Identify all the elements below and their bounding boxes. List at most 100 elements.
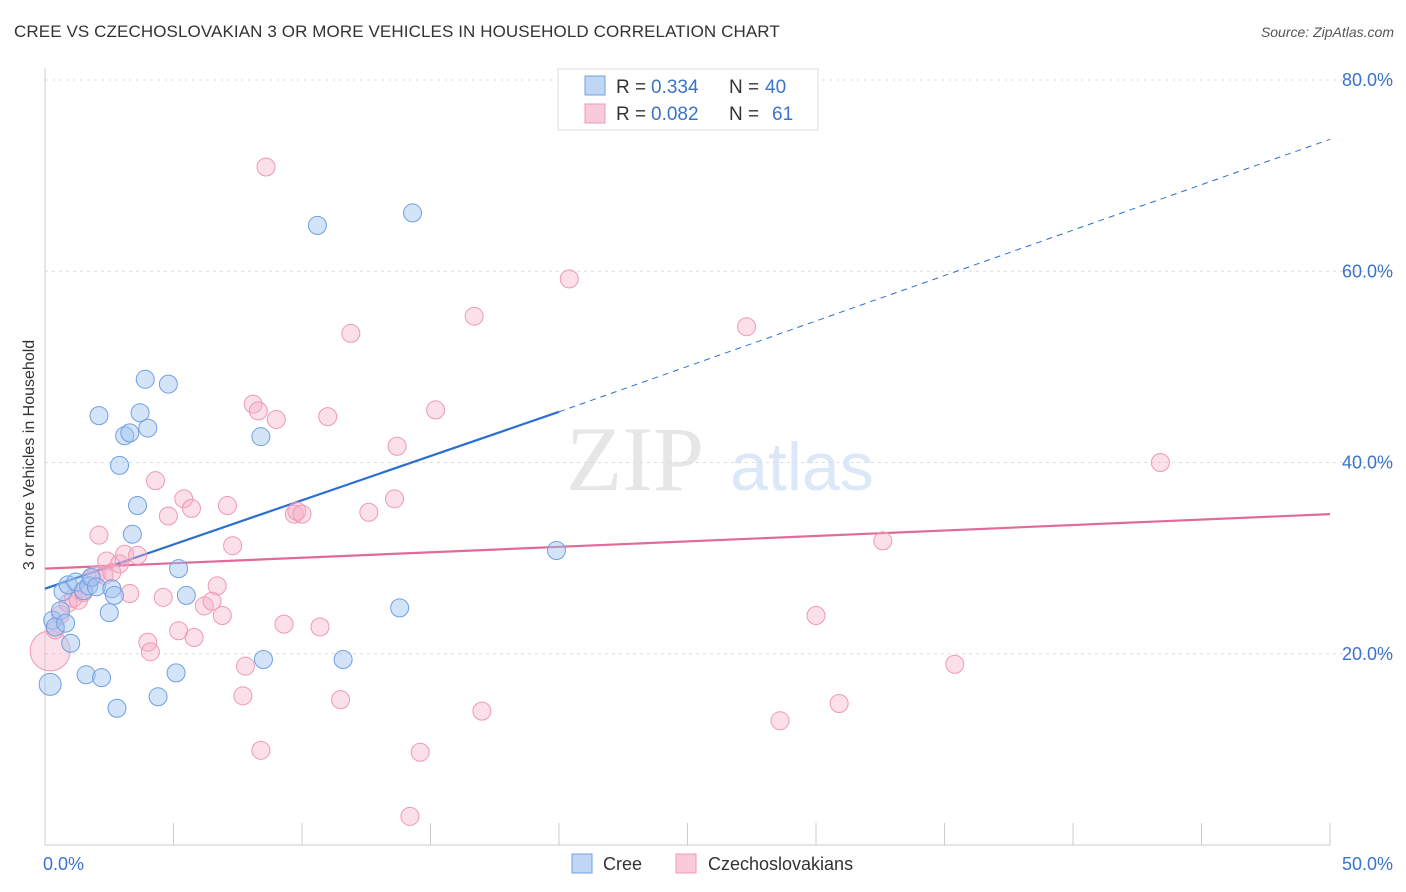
bottom-legend-swatch-cree bbox=[571, 853, 593, 874]
cree-point bbox=[148, 687, 168, 707]
cree-point bbox=[138, 418, 158, 438]
bottom-legend-label-cree: Cree bbox=[603, 854, 642, 874]
y-tick-label: 80.0% bbox=[1342, 70, 1393, 90]
cree-point bbox=[53, 582, 73, 602]
czech-point bbox=[266, 409, 286, 429]
cree-point bbox=[130, 403, 150, 423]
y-tick-label: 40.0% bbox=[1342, 453, 1393, 473]
czech-point bbox=[233, 686, 253, 706]
axes bbox=[44, 68, 1331, 846]
czech-point bbox=[331, 690, 351, 710]
czech-point bbox=[202, 591, 222, 611]
czech-point bbox=[410, 742, 430, 762]
legend-n-label-czech: N = bbox=[729, 104, 759, 125]
czech-point bbox=[29, 630, 71, 672]
cree-point bbox=[38, 672, 62, 696]
czech-point bbox=[284, 504, 304, 524]
czech-point bbox=[426, 400, 446, 420]
czech-point bbox=[737, 317, 757, 337]
czech-point bbox=[251, 740, 271, 760]
cree-point bbox=[120, 423, 140, 443]
cree-point bbox=[110, 455, 130, 475]
czech-point bbox=[770, 711, 790, 731]
legend-swatch-cree bbox=[584, 75, 606, 96]
czech-point bbox=[310, 617, 330, 637]
czech-point bbox=[212, 606, 232, 625]
cree-point bbox=[76, 665, 96, 685]
czech-point bbox=[128, 545, 148, 565]
legend-r-label-czech: R = bbox=[616, 104, 646, 125]
legend-r-value-czech: 0.082 bbox=[651, 104, 699, 125]
czech-point bbox=[559, 269, 579, 289]
czech-point bbox=[158, 506, 178, 526]
watermark-atlas: atlas bbox=[730, 429, 874, 505]
czech-point bbox=[829, 693, 849, 713]
cree-point bbox=[135, 369, 155, 389]
cree-point bbox=[99, 603, 119, 623]
cree-point bbox=[390, 598, 410, 618]
legend-r-value-cree: 0.334 bbox=[651, 77, 699, 98]
czech-point bbox=[181, 498, 201, 518]
czech-point bbox=[120, 584, 140, 604]
czech-point bbox=[359, 502, 379, 522]
czech-point bbox=[400, 806, 420, 826]
bottom-legend-label-czech: Czechoslovakians bbox=[708, 854, 853, 874]
czech-point bbox=[207, 576, 227, 596]
czech-point bbox=[140, 642, 160, 662]
cree-point bbox=[115, 426, 135, 446]
bottom-legend-swatch-czech bbox=[675, 853, 697, 874]
czech-point bbox=[806, 606, 826, 625]
cree-point bbox=[166, 663, 186, 683]
czech-point bbox=[217, 496, 237, 516]
czech-point bbox=[110, 554, 130, 574]
czech-point bbox=[292, 504, 312, 524]
trend-line-cree bbox=[44, 410, 560, 590]
czech-point bbox=[318, 407, 338, 427]
czech-point bbox=[287, 501, 307, 521]
cree-point bbox=[122, 524, 142, 544]
cree-point bbox=[81, 567, 101, 587]
czech-point bbox=[274, 614, 294, 634]
legend-r-label-cree: R = bbox=[616, 77, 646, 98]
czech-point bbox=[223, 536, 243, 556]
trend-lines bbox=[44, 138, 1331, 590]
chart-title: CREE VS CZECHOSLOVAKIAN 3 OR MORE VEHICL… bbox=[14, 22, 780, 41]
czech-point bbox=[248, 401, 268, 421]
cree-point bbox=[176, 585, 196, 605]
watermark-zip: ZIP bbox=[566, 408, 704, 510]
trend-line-czech bbox=[44, 513, 1331, 570]
trend-line-cree-extension bbox=[558, 138, 1331, 413]
x-tick-label-end: 50.0% bbox=[1342, 854, 1393, 874]
cree-point bbox=[92, 668, 112, 688]
czech-point bbox=[235, 656, 255, 676]
czech-point bbox=[256, 157, 276, 177]
czech-point bbox=[341, 323, 361, 343]
czech-point bbox=[873, 531, 893, 551]
bottom-legend: Cree Czechoslovakians bbox=[571, 853, 853, 874]
cree-point bbox=[56, 613, 76, 633]
cree-point bbox=[333, 649, 353, 669]
y-axis-title: 3 or more Vehicles in Household bbox=[21, 340, 38, 570]
cree-point bbox=[86, 577, 106, 597]
czech-point bbox=[387, 436, 407, 456]
legend-swatch-czech bbox=[584, 103, 606, 124]
czech-point bbox=[385, 489, 405, 509]
cree-point bbox=[104, 585, 124, 605]
czech-point bbox=[243, 394, 263, 414]
cree-point bbox=[253, 649, 273, 669]
czech-point bbox=[945, 654, 965, 674]
czech-point bbox=[174, 489, 194, 509]
x-tick-label-start: 0.0% bbox=[43, 854, 84, 874]
grid-lines bbox=[45, 79, 1392, 655]
cree-point bbox=[169, 559, 189, 579]
czech-point bbox=[1150, 453, 1170, 472]
legend-n-value-czech: 61 bbox=[772, 104, 793, 125]
czech-point bbox=[184, 627, 204, 647]
czech-point bbox=[472, 701, 492, 721]
axis-labels: 20.0% 40.0% 60.0% 80.0% 0.0% 50.0% bbox=[43, 70, 1393, 874]
y-tick-label: 60.0% bbox=[1342, 261, 1393, 281]
cree-point bbox=[546, 540, 566, 560]
cree-point bbox=[307, 215, 327, 235]
legend-n-value-cree: 40 bbox=[765, 77, 786, 98]
